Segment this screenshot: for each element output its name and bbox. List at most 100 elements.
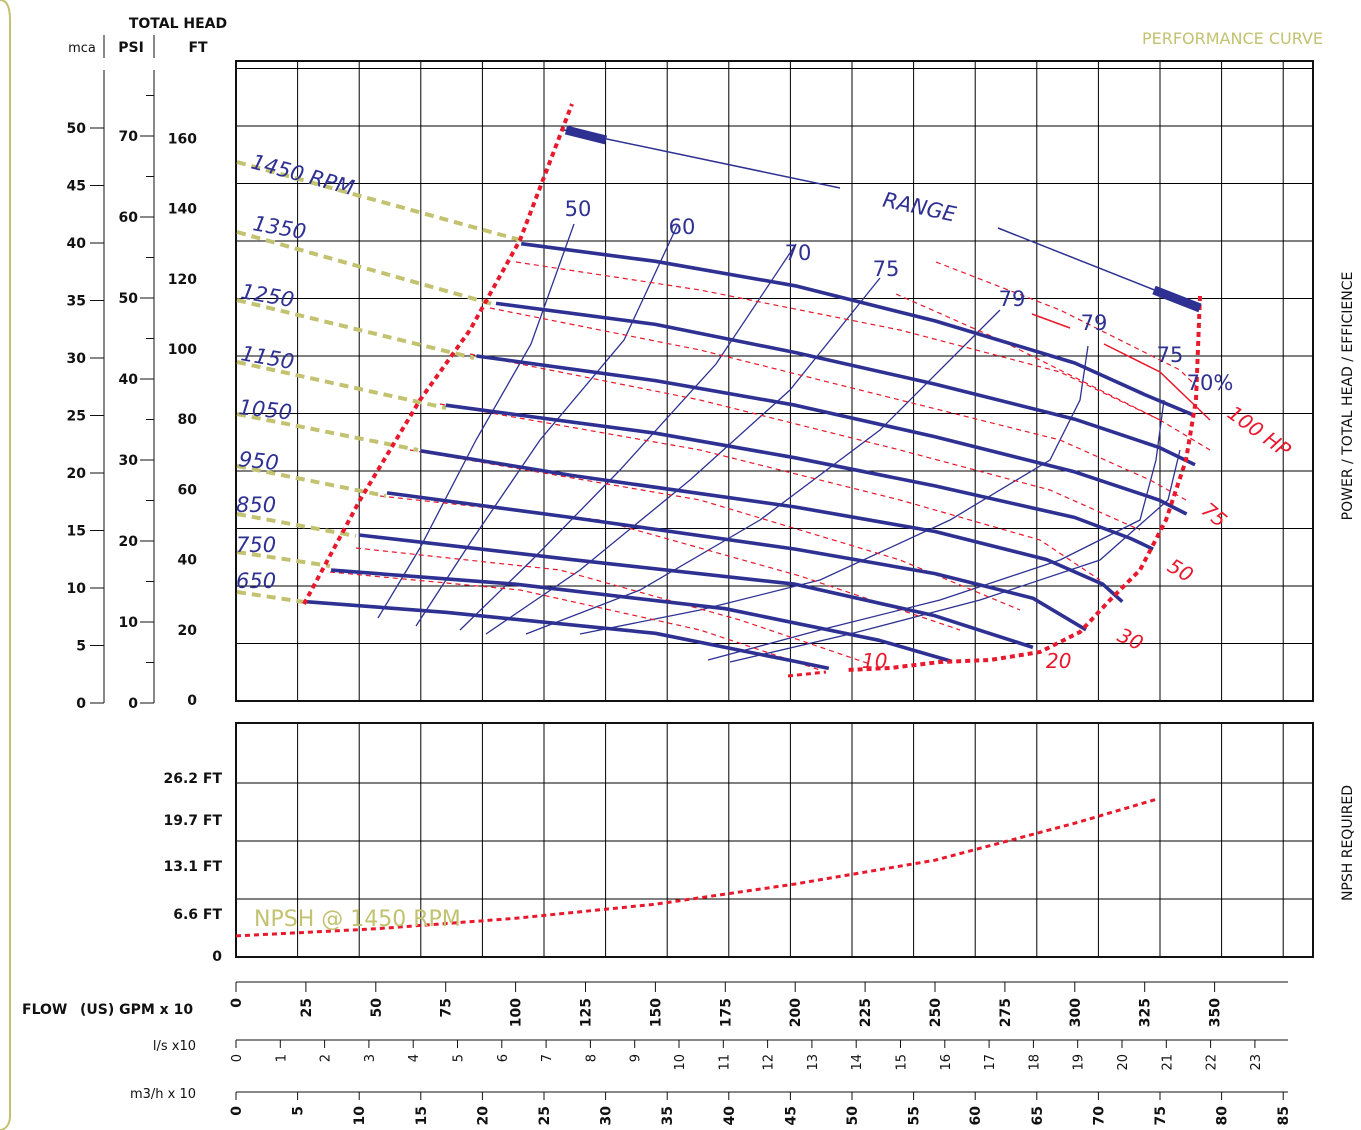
unit-psi: PSI xyxy=(118,40,144,56)
psi-tick-label: 30 xyxy=(119,453,139,469)
power-curve xyxy=(469,353,1141,531)
efficiency-label: 70% xyxy=(1187,371,1234,395)
ls-tick-label: 23 xyxy=(1249,1054,1264,1071)
ls-tick-label: 16 xyxy=(939,1054,954,1071)
power-curve xyxy=(329,571,821,671)
ls-tick-label: 4 xyxy=(407,1054,422,1062)
npsh-curve xyxy=(235,797,1160,938)
power-label: 50 xyxy=(1164,554,1198,588)
psi-tick-label: 20 xyxy=(119,534,139,550)
power-curve xyxy=(935,261,1201,391)
rpm-curve xyxy=(520,241,1196,418)
unit-ft: FT xyxy=(188,40,208,56)
gpm-tick-label: 275 xyxy=(998,998,1014,1027)
page-border xyxy=(0,0,11,1130)
power-curve xyxy=(895,293,1161,421)
efficiency-label: 50 xyxy=(565,197,592,221)
rpm-label: 1450 RPM xyxy=(249,150,357,200)
psi-tick-label: 10 xyxy=(119,615,139,631)
ls-tick-label: 5 xyxy=(452,1054,467,1062)
mca-tick-label: 5 xyxy=(76,639,86,655)
m3h-tick-label: 0 xyxy=(229,1106,245,1116)
m3h-tick-label: 35 xyxy=(660,1106,676,1125)
psi-tick-label: 40 xyxy=(119,372,139,388)
efficiency-curve xyxy=(579,345,1089,635)
ls-tick-label: 19 xyxy=(1072,1054,1087,1071)
m3h-tick-label: 70 xyxy=(1091,1106,1107,1126)
power-label: 20 xyxy=(1046,649,1071,673)
m3h-axis: 0 5 10 15 20 25 30 35 40 45 50 55 60 65 70 75 80 85 xyxy=(229,1091,1292,1126)
range-marker-left xyxy=(564,125,608,145)
mca-axis: 0 5 10 15 20 25 30 35 40 45 50 xyxy=(67,70,105,712)
power-curve xyxy=(515,261,1211,451)
m3h-tick-label: 5 xyxy=(291,1106,307,1116)
efficiency-curve xyxy=(525,309,1001,635)
rpm-extension xyxy=(236,298,475,360)
rpm-label: 850 xyxy=(236,493,276,517)
rpm-label: 1250 xyxy=(239,279,296,312)
npsh-tick-label: 0 xyxy=(212,949,222,965)
npsh-tick-label: 26.2 FT xyxy=(163,771,222,787)
ls-tick-label: 20 xyxy=(1116,1054,1131,1071)
gpm-tick-label: 225 xyxy=(858,998,874,1027)
efficiency-label: 75 xyxy=(1157,343,1184,367)
power-curve xyxy=(439,403,1101,581)
ls-tick-label: 14 xyxy=(850,1054,865,1071)
npsh-plot-frame xyxy=(235,722,1314,958)
range-line-left xyxy=(563,129,841,189)
mca-tick-label: 30 xyxy=(67,351,87,367)
efficiency-leader-75 xyxy=(1103,343,1211,421)
range-marker-right xyxy=(1152,285,1202,313)
ls-tick-label: 0 xyxy=(230,1054,245,1062)
ls-tick-label: 22 xyxy=(1205,1054,1220,1071)
efficiency-curve xyxy=(377,223,575,619)
rpm-curve xyxy=(358,533,1034,650)
ls-label: l/s x10 xyxy=(153,1039,196,1054)
ls-tick-label: 10 xyxy=(673,1054,688,1071)
m3h-tick-label: 85 xyxy=(1276,1106,1292,1125)
gpm-tick-label: 100 xyxy=(509,998,525,1027)
ls-tick-label: 7 xyxy=(540,1054,555,1062)
gpm-tick-label: 75 xyxy=(439,998,455,1017)
ls-tick-label: 8 xyxy=(584,1054,599,1062)
gpm-tick-label: 325 xyxy=(1138,998,1154,1027)
mca-tick-label: 40 xyxy=(67,236,87,252)
gpm-tick-label: 175 xyxy=(718,998,734,1027)
ls-tick-label: 2 xyxy=(319,1054,334,1062)
page-title: PERFORMANCE CURVE xyxy=(1142,29,1323,48)
psi-tick-label: 60 xyxy=(119,210,139,226)
rpm-extension xyxy=(236,590,305,604)
flow-title: FLOW xyxy=(22,1002,67,1018)
mca-tick-label: 35 xyxy=(67,294,86,310)
ls-tick-label: 17 xyxy=(983,1054,998,1071)
rpm-label: 750 xyxy=(236,533,276,557)
rpm-curve xyxy=(305,599,830,671)
ls-tick-label: 13 xyxy=(806,1054,821,1071)
psi-tick-label: 0 xyxy=(128,696,138,712)
psi-axis: 0 10 20 30 40 50 60 70 xyxy=(119,70,155,712)
gpm-tick-label: 125 xyxy=(579,998,595,1027)
m3h-tick-label: 60 xyxy=(968,1106,984,1126)
rpm-extension xyxy=(236,512,357,538)
m3h-tick-label: 30 xyxy=(599,1106,615,1126)
rpm-extension xyxy=(236,160,521,242)
m3h-tick-label: 10 xyxy=(352,1106,368,1126)
npsh-tick-label: 19.7 FT xyxy=(163,813,222,829)
rpm-extension xyxy=(236,550,331,568)
npsh-grid xyxy=(236,723,1313,957)
power-label: 100 HP xyxy=(1223,401,1296,463)
gpm-label: (US) GPM x 10 xyxy=(80,1002,193,1018)
efficiency-label: 79 xyxy=(999,287,1026,311)
ls-tick-label: 15 xyxy=(895,1054,910,1071)
range-label: RANGE xyxy=(881,188,959,227)
efficiency-label: 79 xyxy=(1081,311,1108,335)
rpm-label: 950 xyxy=(237,447,279,475)
ft-tick-label: 140 xyxy=(168,202,197,218)
m3h-label: m3/h x 10 xyxy=(130,1087,196,1102)
ls-tick-label: 3 xyxy=(363,1054,378,1062)
gpm-tick-label: 250 xyxy=(928,998,944,1027)
rpm-extension xyxy=(236,412,419,452)
efficiency-leader-79 xyxy=(1031,313,1071,329)
ft-axis: 0 20 40 60 80 100 120 140 160 xyxy=(168,131,197,709)
